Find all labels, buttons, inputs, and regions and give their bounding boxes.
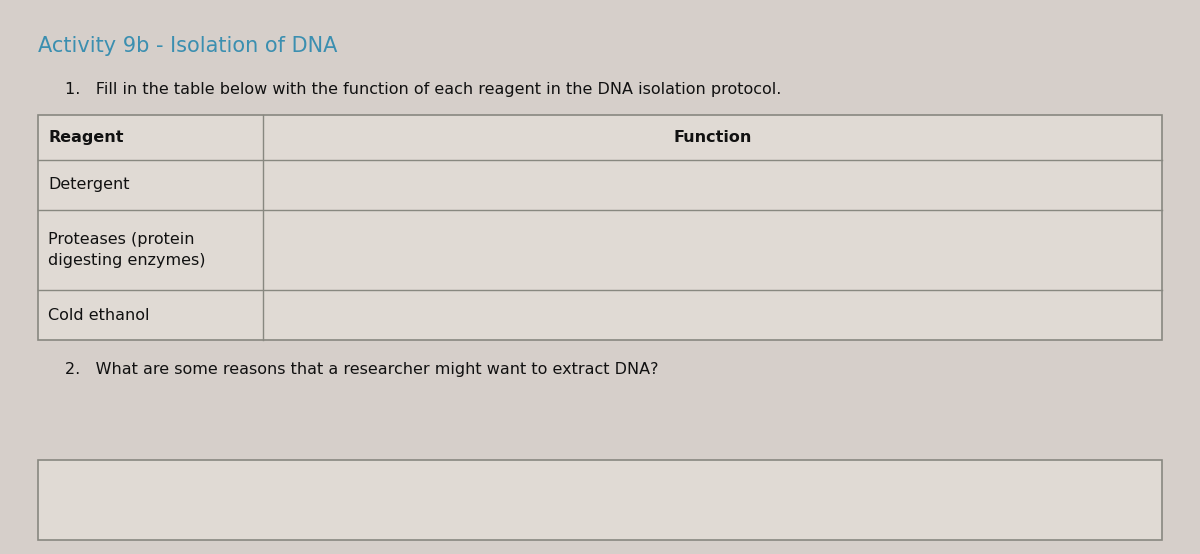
Text: Proteases (protein
digesting enzymes): Proteases (protein digesting enzymes) <box>48 232 205 268</box>
Text: Activity 9b - Isolation of DNA: Activity 9b - Isolation of DNA <box>38 36 337 56</box>
Text: 2.   What are some reasons that a researcher might want to extract DNA?: 2. What are some reasons that a research… <box>65 362 659 377</box>
Text: Detergent: Detergent <box>48 177 130 192</box>
Text: Cold ethanol: Cold ethanol <box>48 307 150 322</box>
Text: 1.   Fill in the table below with the function of each reagent in the DNA isolat: 1. Fill in the table below with the func… <box>65 82 781 97</box>
Text: Function: Function <box>673 130 751 145</box>
Bar <box>38 115 1162 340</box>
Bar <box>38 460 1162 540</box>
Text: Reagent: Reagent <box>48 130 124 145</box>
